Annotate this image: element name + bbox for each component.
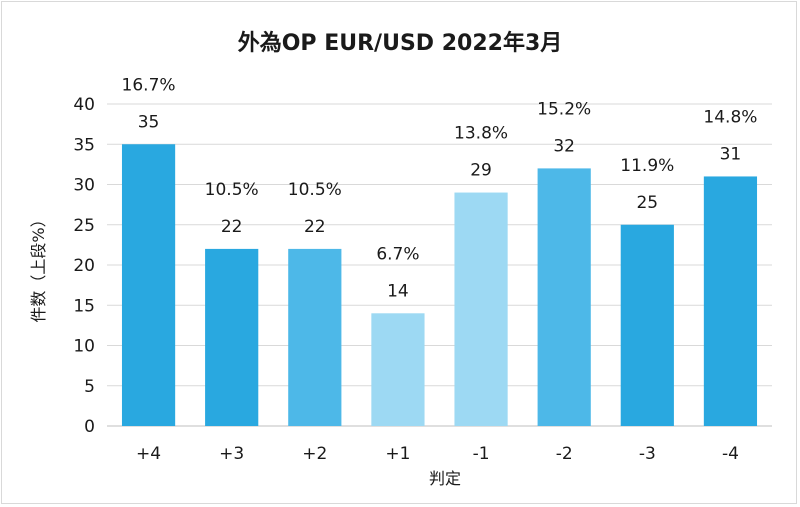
bar-+1: [371, 313, 425, 426]
percent-label: 16.7%: [122, 75, 176, 95]
bar--2: [537, 168, 591, 426]
y-axis-title: 件数（上段%）: [29, 211, 48, 322]
y-tick-label: 20: [73, 256, 95, 276]
x-tick-label: -1: [473, 444, 490, 464]
value-label: 31: [720, 144, 742, 164]
x-tick-label: +4: [136, 444, 161, 464]
value-label: 22: [221, 217, 243, 237]
value-label: 22: [304, 217, 326, 237]
percent-label: 13.8%: [454, 124, 508, 144]
y-tick-label: 0: [84, 417, 95, 437]
x-axis-title: 判定: [429, 469, 461, 488]
x-tick-label: +2: [302, 444, 327, 464]
y-tick-label: 25: [73, 216, 95, 236]
percent-label: 11.9%: [620, 156, 674, 176]
value-label: 14: [387, 281, 409, 301]
percent-label: 15.2%: [537, 99, 591, 119]
percent-label: 6.7%: [376, 244, 419, 264]
bar--1: [454, 192, 508, 426]
bar-+2: [288, 248, 342, 426]
bar-+3: [205, 248, 259, 426]
value-label: 29: [470, 161, 492, 181]
x-tick-label: +1: [385, 444, 410, 464]
x-tick-label: -3: [639, 444, 656, 464]
x-tick-label: +3: [219, 444, 244, 464]
x-tick-label: -4: [722, 444, 739, 464]
bar-+4: [121, 144, 176, 426]
bars: 35 16.7% 22 10.5% 22 10.5% 14 6.7% 29 13.8% 32 15.2…: [121, 75, 758, 426]
y-tick-label: 10: [73, 337, 95, 357]
y-tick-label: 35: [73, 135, 95, 155]
percent-label: 10.5%: [288, 180, 342, 200]
chart-title: 外為OP EUR/USD 2022年3月: [238, 30, 563, 56]
value-label: 32: [553, 136, 575, 156]
bar--4: [703, 176, 758, 426]
x-tick-label: -2: [556, 444, 573, 464]
x-axis-ticks: +4 +3 +2 +1 -1 -2 -3 -4: [136, 444, 739, 464]
value-label: 35: [138, 112, 160, 132]
y-tick-label: 15: [73, 296, 95, 316]
value-label: 25: [636, 193, 658, 213]
percent-label: 14.8%: [703, 107, 757, 127]
y-tick-label: 40: [73, 95, 95, 115]
bar--3: [620, 224, 674, 426]
y-tick-label: 5: [84, 377, 95, 397]
y-axis-ticks: 0 5 10 15 20 25 30 35 40: [73, 95, 95, 437]
percent-label: 10.5%: [205, 180, 259, 200]
y-tick-label: 30: [73, 176, 95, 196]
